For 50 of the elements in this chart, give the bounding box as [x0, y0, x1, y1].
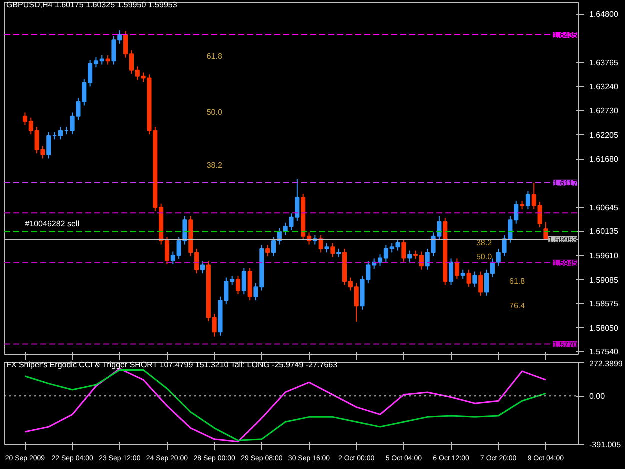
- y-tick-label: 272.3899: [590, 360, 624, 368]
- annotation: 61.8: [206, 52, 223, 61]
- candlestick: [200, 261, 206, 274]
- candlestick: [402, 238, 406, 262]
- y-tick-label: 1.59085: [590, 276, 619, 285]
- y-tick-label: 1.59610: [590, 251, 619, 260]
- annotation: 38.2: [206, 160, 223, 170]
- candlestick: [58, 126, 63, 140]
- annotation: 50.0: [476, 252, 493, 262]
- candlestick: [408, 250, 412, 262]
- candlestick: [449, 258, 454, 286]
- y-tick-label: 1.63240: [590, 82, 619, 92]
- ref-line-label: 1.5945: [553, 258, 578, 268]
- ref-line-label: 1.59953: [548, 236, 578, 245]
- candlestick: [46, 132, 52, 160]
- annotation: 61.8: [510, 277, 526, 286]
- candlestick: [266, 244, 270, 257]
- annotation: 38.2: [476, 238, 493, 248]
- candlestick: [236, 275, 241, 296]
- candlestick: [106, 55, 110, 66]
- ref-line-label: 1.6117: [554, 178, 578, 188]
- y-tick-label: 1.60645: [590, 203, 619, 212]
- y-tick-label: 1.57540: [590, 348, 619, 357]
- y-tick-label: 1.62730: [590, 106, 619, 116]
- candlestick: [466, 269, 472, 288]
- ref-line-label: 1.6435: [553, 31, 578, 40]
- y-tick-label: 1.63765: [590, 58, 619, 68]
- candlestick: [330, 242, 336, 258]
- y-tick-label: -391.005: [590, 440, 622, 450]
- candlestick: [454, 258, 460, 280]
- candlestick: [242, 268, 246, 296]
- y-tick-label: 1.61680: [590, 155, 619, 164]
- candlestick: [324, 242, 330, 254]
- candlestick: [526, 190, 530, 210]
- candlestick: [318, 234, 324, 254]
- candlestick: [472, 271, 478, 288]
- candlestick: [478, 271, 484, 296]
- annotation: #10046282 sell: [25, 220, 80, 229]
- y-tick-label: 1.60135: [590, 227, 619, 236]
- annotation: 76.4: [510, 302, 526, 311]
- y-tick-label: 0.00: [590, 392, 606, 402]
- y-tick-label: 1.58575: [590, 300, 619, 309]
- y-tick-label: 1.62205: [590, 130, 619, 140]
- candlestick: [460, 269, 466, 280]
- y-tick-label: 1.58050: [590, 324, 619, 333]
- chart-title: FX Sniper's Ergodic CCI & Trigger SHORT 107.4799 151.3210 Tail: LONG -25.9749 -27.7663: [6, 360, 338, 370]
- y-tick-label: 1.64800: [590, 10, 619, 20]
- chart-title: GBPUSD,H4 1.60175 1.60325 1.59950 1.59953: [6, 0, 178, 10]
- annotation: 50.0: [206, 108, 223, 118]
- ref-line-label: 1.5770: [553, 340, 578, 350]
